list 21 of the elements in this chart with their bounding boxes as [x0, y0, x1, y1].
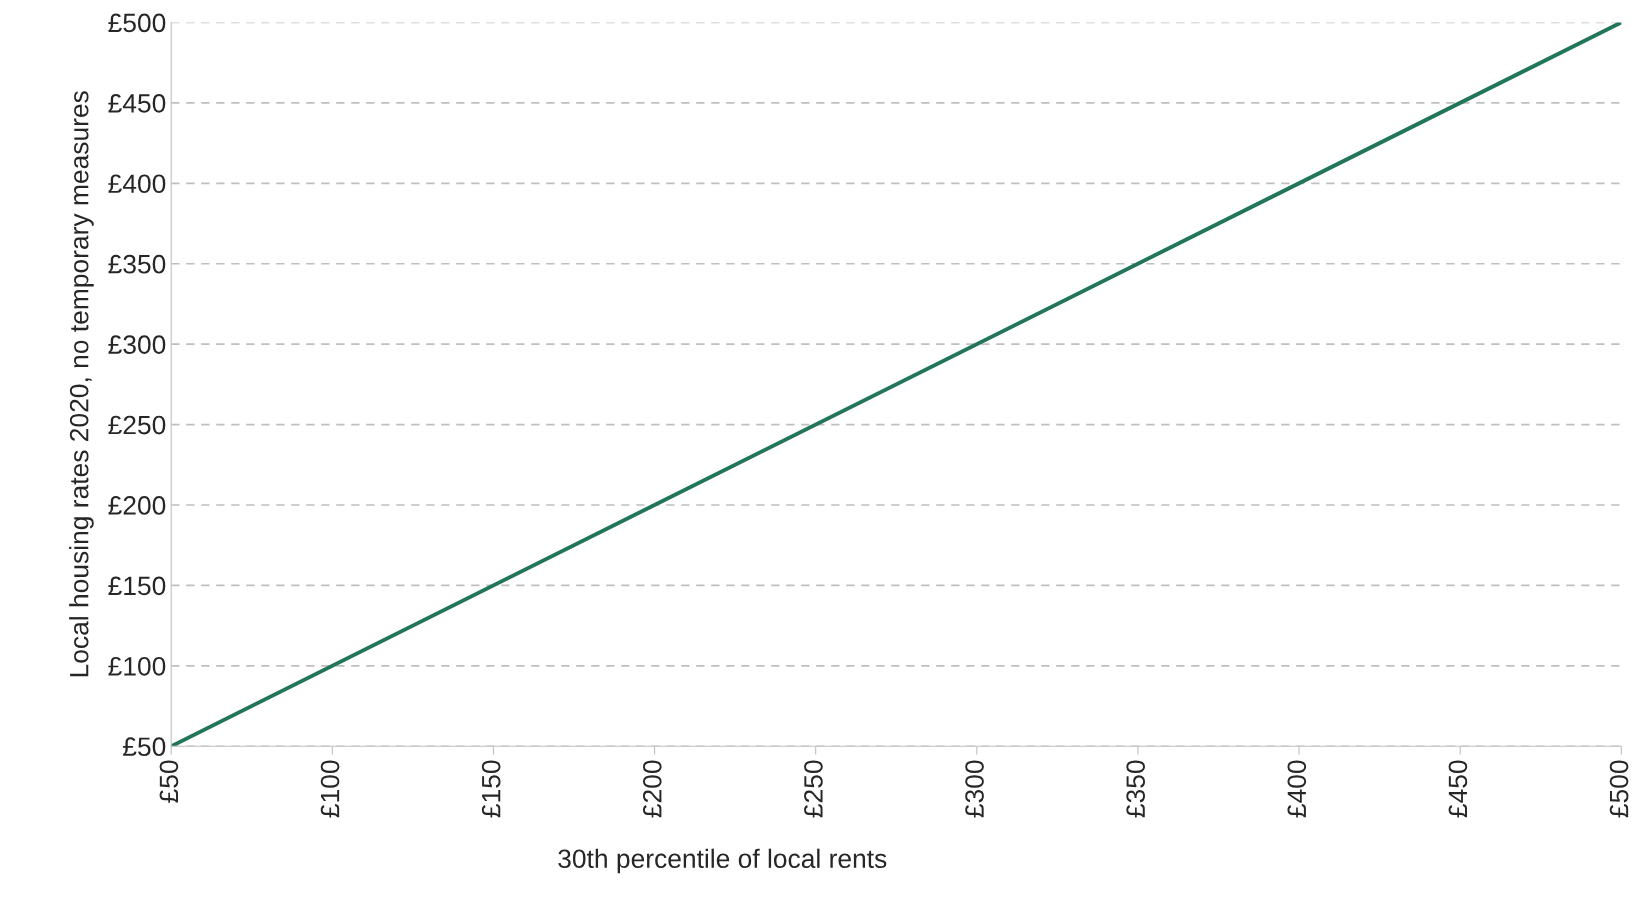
x-tick-label: £500 — [1609, 760, 1629, 818]
y-tick-label: £100 — [108, 656, 166, 676]
x-tick-label: £250 — [804, 760, 823, 818]
y-tick-label: £150 — [108, 576, 166, 596]
x-tick-label: £300 — [965, 760, 984, 818]
y-tick-label: £300 — [108, 335, 166, 354]
y-tick-label: £250 — [108, 415, 166, 435]
y-axis-title: Local housing rates 2020, no temporary measures — [69, 91, 94, 677]
y-tick-label: £350 — [108, 254, 166, 274]
x-tick-label: £100 — [320, 760, 340, 818]
y-tick-label: £500 — [108, 13, 166, 33]
y-tick-label: £400 — [108, 174, 166, 194]
x-axis-title: 30th percentile of local rents — [558, 848, 887, 874]
x-tick-label: £450 — [1448, 760, 1468, 818]
x-tick-label: £150 — [481, 760, 501, 818]
x-tick-label: £400 — [1287, 760, 1307, 818]
y-tick-label: £200 — [108, 496, 166, 515]
x-tick-label: £350 — [1126, 760, 1146, 818]
y-tick-label: £450 — [108, 94, 166, 113]
x-tick-label: £200 — [642, 760, 662, 818]
y-tick-label: £50 — [123, 737, 166, 757]
